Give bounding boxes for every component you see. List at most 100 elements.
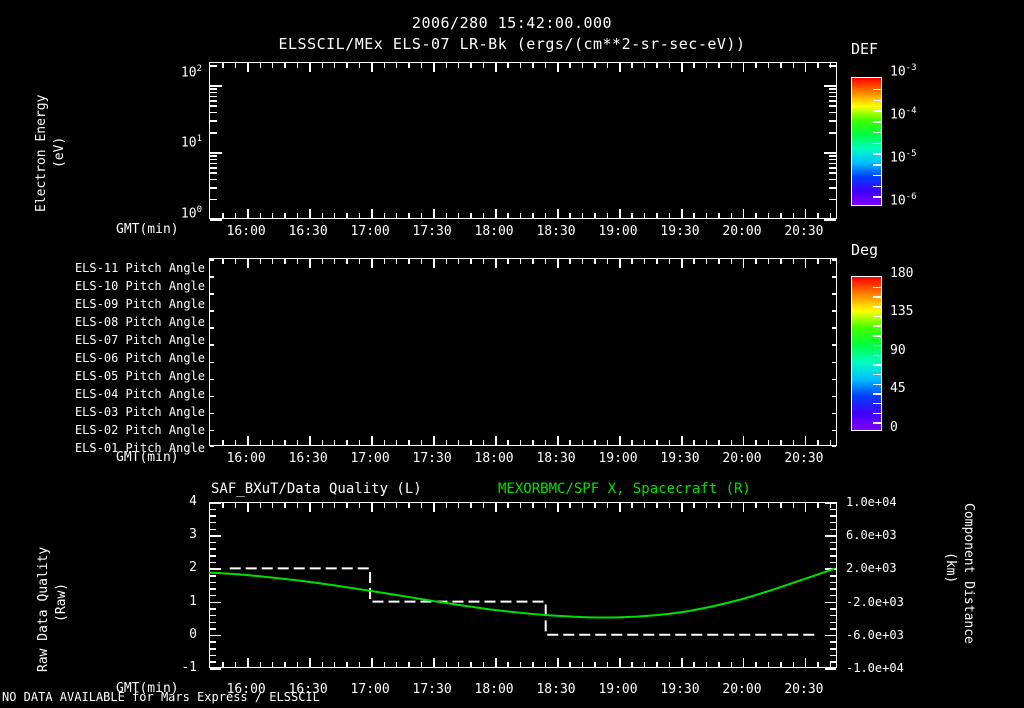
data-quality-distance-panel[interactable]	[209, 502, 837, 670]
electron-energy-panel[interactable]	[209, 62, 837, 221]
axis-minor-tick	[705, 662, 708, 667]
panel2-row-tick	[210, 412, 214, 415]
axis-minor-tick	[309, 63, 311, 68]
panel1-y-minor-tick	[210, 65, 217, 67]
axis-minor-tick	[557, 213, 559, 218]
pitch-angle-row-label: ELS-01 Pitch Angle	[74, 441, 205, 455]
axis-minor-tick	[780, 259, 782, 264]
axis-minor-tick	[445, 662, 447, 667]
axis-minor-tick	[259, 63, 262, 68]
axis-minor-tick	[296, 503, 299, 508]
axis-minor-tick	[371, 440, 373, 445]
axis-minor-tick	[606, 213, 609, 218]
panel2-row-tick	[210, 378, 214, 381]
panel2-row-tick	[210, 445, 214, 447]
axis-minor-tick	[482, 503, 485, 508]
axis-minor-tick	[333, 662, 336, 667]
axis-minor-tick	[309, 440, 311, 445]
deg-colorbar-tick-1: 135	[890, 304, 914, 319]
axis-minor-tick	[470, 63, 472, 68]
axis-minor-tick	[346, 440, 348, 445]
panel3-y-minor-tick	[830, 541, 836, 544]
time-tick-label: 16:00	[226, 451, 266, 466]
axis-minor-tick	[681, 440, 683, 445]
axis-minor-tick	[420, 259, 423, 264]
axis-minor-tick	[780, 662, 782, 667]
axis-minor-tick	[433, 259, 435, 264]
pitch-angle-panel[interactable]	[209, 258, 837, 447]
axis-minor-tick	[482, 259, 485, 264]
panel1-y-minor-tick	[829, 111, 836, 114]
time-tick-label: 19:30	[660, 224, 700, 239]
colorbar-tick	[873, 110, 881, 112]
deg-colorbar[interactable]	[851, 276, 882, 431]
def-colorbar[interactable]	[851, 77, 882, 206]
panel2-row-tick	[832, 259, 836, 261]
axis-minor-tick	[457, 213, 460, 218]
axis-minor-tick	[631, 662, 633, 667]
panel1-y-minor-tick	[829, 100, 836, 102]
axis-minor-tick	[804, 63, 807, 68]
panel3-right-tick-label: 1.0e+04	[846, 495, 897, 509]
axis-minor-tick	[681, 213, 683, 218]
axis-minor-tick	[569, 63, 571, 68]
colorbar-tick	[873, 383, 881, 386]
panel2-row-tick	[832, 361, 836, 364]
axis-minor-tick	[433, 503, 435, 508]
axis-minor-tick	[358, 259, 361, 264]
axis-minor-tick	[569, 440, 571, 445]
axis-minor-tick	[395, 662, 398, 667]
axis-minor-tick	[557, 63, 559, 68]
panel3-y-minor-tick	[210, 575, 216, 577]
axis-minor-tick	[643, 503, 646, 508]
axis-minor-tick	[755, 440, 757, 445]
panel1-y-minor-tick	[210, 158, 217, 161]
axis-minor-tick	[804, 662, 807, 667]
axis-minor-tick	[395, 213, 398, 218]
axis-minor-tick	[643, 213, 646, 218]
colorbar-tick	[873, 164, 881, 166]
axis-minor-tick	[395, 440, 398, 445]
axis-minor-tick	[284, 503, 286, 508]
axis-minor-tick	[656, 662, 658, 667]
colorbar-tick	[873, 335, 881, 337]
panel3-ylabel-left-line2: (Raw)	[54, 582, 69, 622]
panel1-y-minor-tick	[210, 187, 217, 189]
axis-minor-tick	[445, 440, 447, 445]
panel2-row-tick	[210, 293, 214, 295]
axis-minor-tick	[594, 440, 596, 445]
time-tick-label: 20:30	[784, 682, 824, 697]
panel3-y-minor-tick	[210, 508, 216, 511]
panel3-y-minor-tick	[830, 561, 836, 564]
axis-minor-tick	[371, 63, 373, 68]
axis-minor-tick	[321, 503, 324, 508]
panel1-y-minor-tick	[829, 162, 836, 165]
axis-minor-tick	[544, 63, 547, 68]
axis-minor-tick	[420, 63, 423, 68]
panel1-y-major-tick	[210, 219, 222, 221]
panel3-y-minor-tick	[210, 521, 216, 524]
panel3-y-major-tick	[825, 502, 836, 504]
panel3-left-tick-label: 1	[189, 593, 197, 609]
panel3-y-minor-tick	[210, 654, 216, 657]
axis-minor-tick	[581, 259, 584, 264]
axis-minor-tick	[755, 213, 757, 218]
axis-minor-tick	[482, 63, 485, 68]
axis-minor-tick	[532, 213, 534, 218]
axis-minor-tick	[817, 213, 819, 218]
panel3-y-major-tick	[825, 634, 836, 637]
axis-minor-tick	[718, 213, 720, 218]
axis-minor-tick	[792, 213, 795, 218]
panel2-gmt-label: GMT(min)	[116, 450, 179, 465]
axis-minor-tick	[668, 662, 671, 667]
axis-minor-tick	[718, 63, 720, 68]
axis-minor-tick	[433, 440, 435, 445]
axis-minor-tick	[309, 662, 311, 667]
panel3-y-minor-tick	[830, 621, 836, 624]
deg-colorbar-title: Deg	[851, 241, 879, 259]
axis-minor-tick	[767, 63, 770, 68]
axis-minor-tick	[594, 662, 596, 667]
axis-minor-tick	[544, 259, 547, 264]
panel3-y-minor-tick	[210, 661, 216, 663]
pitch-angle-row-label: ELS-04 Pitch Angle	[74, 387, 205, 401]
